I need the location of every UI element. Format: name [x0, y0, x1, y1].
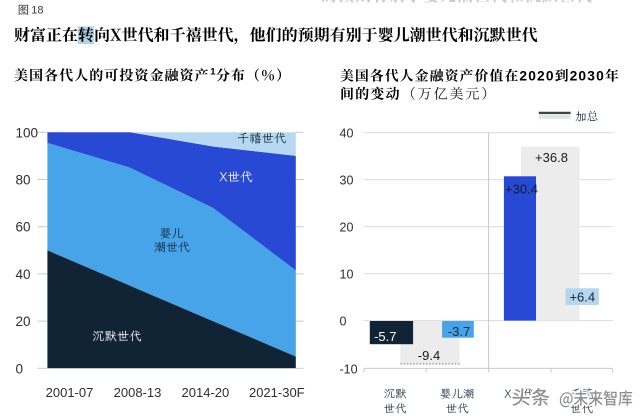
svg-text:+6.4: +6.4 — [569, 289, 595, 304]
svg-text:20: 20 — [16, 314, 31, 329]
svg-text:60: 60 — [16, 220, 31, 235]
svg-text:2021-30F: 2021-30F — [249, 385, 305, 400]
svg-text:+30.4: +30.4 — [505, 182, 538, 197]
svg-text:80: 80 — [16, 173, 31, 188]
svg-text:-10: -10 — [340, 362, 358, 376]
svg-text:40: 40 — [16, 267, 31, 282]
svg-text:2030: 2030 — [570, 69, 605, 84]
svg-text:0: 0 — [340, 315, 347, 329]
svg-text:2001-07: 2001-07 — [46, 385, 94, 400]
svg-text:1: 1 — [210, 67, 216, 78]
svg-text:2008-13: 2008-13 — [114, 385, 162, 400]
svg-text:-3.7: -3.7 — [448, 324, 470, 339]
svg-text:18: 18 — [31, 5, 43, 17]
svg-text:-9.4: -9.4 — [418, 348, 440, 363]
svg-text:10: 10 — [340, 268, 354, 282]
svg-text:40: 40 — [340, 127, 354, 141]
svg-text:0: 0 — [16, 361, 24, 376]
svg-text:100: 100 — [16, 125, 39, 140]
svg-text:2014-20: 2014-20 — [182, 385, 230, 400]
svg-text:30: 30 — [340, 174, 354, 188]
svg-text:2020: 2020 — [519, 69, 554, 84]
svg-text:20: 20 — [340, 221, 354, 235]
svg-text:-5.7: -5.7 — [374, 329, 396, 344]
svg-text:+36.8: +36.8 — [535, 150, 568, 165]
